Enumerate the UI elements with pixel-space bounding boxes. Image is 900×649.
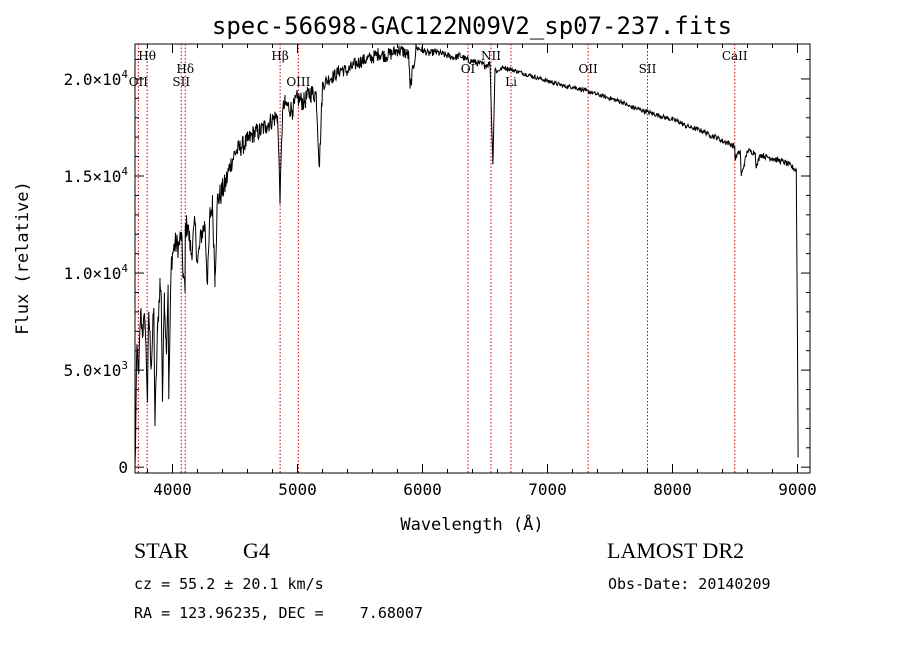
x-tick-label: 8000 [653, 480, 692, 499]
y-tick-exponent: 4 [121, 68, 128, 81]
y-axis-label: Flux (relative) [13, 181, 33, 335]
y-tick-mantissa: 5.0×10 [64, 361, 122, 380]
redshift-velocity: cz = 55.2 ± 20.1 km/s [134, 575, 324, 593]
y-tick-exponent: 4 [121, 165, 128, 178]
y-tick-label: 1.5×104 [64, 165, 129, 186]
object-subclass: G4 [243, 538, 270, 563]
line-marker-label: Li [505, 75, 517, 89]
line-marker-label: CaII [722, 49, 748, 63]
line-marker-label: SII [172, 75, 190, 89]
survey-name: LAMOST DR2 [607, 538, 745, 563]
y-tick-label: 5.0×103 [64, 359, 128, 380]
line-marker-label: Hθ [138, 49, 156, 63]
observation-date: Obs-Date: 20140209 [608, 575, 771, 593]
y-tick-exponent: 3 [121, 359, 128, 372]
y-tick-exponent: 4 [121, 262, 128, 275]
axis-tick-layer: 4000 5000 6000 7000 8000 900005.0×1031.0×1041… [64, 44, 817, 499]
chart-title: spec-56698-GAC122N09V2_sp07-237.fits [212, 12, 732, 40]
y-tick-label: 1.0×104 [64, 262, 129, 283]
y-tick-label: 0 [118, 458, 128, 477]
y-tick-label: 2.0×104 [64, 68, 129, 89]
line-marker-label: OIII [286, 75, 310, 89]
x-tick-label: 6000 [403, 480, 442, 499]
x-tick-label: 5000 [278, 480, 317, 499]
x-tick-label: 7000 [528, 480, 567, 499]
line-marker-label: OII [578, 62, 598, 76]
object-class: STAR [134, 538, 189, 563]
line-marker-label: Hβ [271, 49, 288, 63]
line-marker-label: Hδ [176, 62, 194, 76]
y-tick-mantissa: 1.5×10 [64, 167, 122, 186]
ra-dec-coordinates: RA = 123.96235, DEC = 7.68007 [134, 604, 423, 622]
x-axis-label: Wavelength (Å) [400, 513, 543, 535]
spectrum-line [134, 44, 799, 468]
y-tick-mantissa: 1.0×10 [64, 264, 122, 283]
y-tick-mantissa: 0 [118, 458, 128, 477]
line-marker-label: OI [461, 62, 476, 76]
line-marker-label: SII [639, 62, 657, 76]
x-tick-label: 9000 [778, 480, 817, 499]
x-tick-label: 4000 [153, 480, 192, 499]
line-marker-label: NII [481, 49, 501, 63]
line-marker-label: OII [129, 75, 149, 89]
plot-frame [134, 43, 811, 474]
y-tick-mantissa: 2.0×10 [64, 70, 122, 89]
